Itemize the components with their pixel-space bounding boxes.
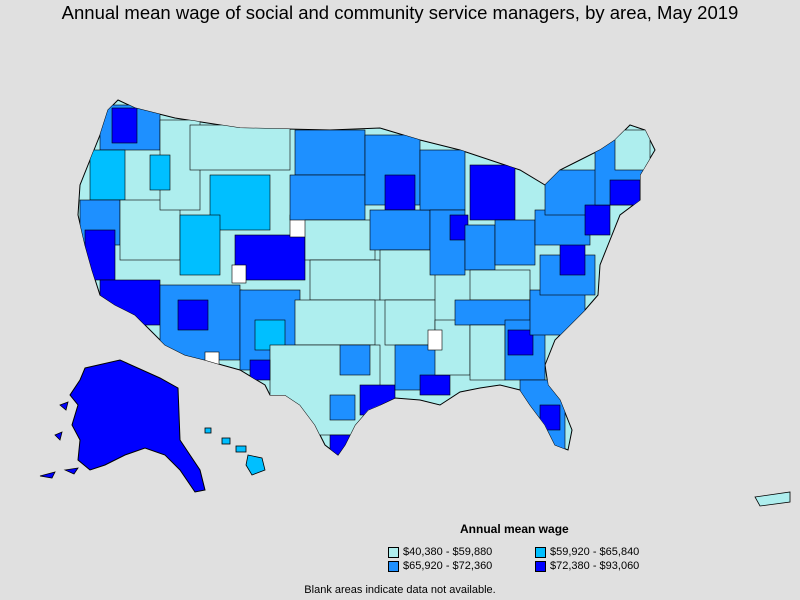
legend-label-4: $72,380 - $93,060 xyxy=(550,560,640,572)
region-michigan xyxy=(469,164,516,221)
legend-label-1: $40,380 - $59,880 xyxy=(403,546,493,558)
region-boston xyxy=(609,179,641,206)
region-new-orleans xyxy=(419,374,451,396)
legend-label-3: $65,920 - $72,360 xyxy=(403,560,493,572)
region-austin xyxy=(329,394,356,421)
region-ms-nodata xyxy=(427,329,443,351)
legend-item-4: $72,380 - $93,060 xyxy=(535,560,639,572)
region-alabama xyxy=(469,324,506,381)
region-carolinas xyxy=(529,289,586,336)
map-title: Annual mean wage of social and community… xyxy=(61,2,739,23)
region-iowa xyxy=(369,209,431,251)
region-orlando xyxy=(539,404,561,431)
legend-label-2: $59,920 - $65,840 xyxy=(550,546,640,558)
region-oklahoma xyxy=(294,299,376,346)
region-wyoming xyxy=(209,174,271,231)
legend-swatch-3 xyxy=(388,560,399,572)
legend-item-3: $65,920 - $72,360 xyxy=(388,560,492,572)
blank-areas-note: Blank areas indicate data not available. xyxy=(304,584,496,596)
region-montana xyxy=(189,124,291,171)
region-southern-california xyxy=(99,279,161,326)
alaska-islands xyxy=(39,401,79,479)
alaska xyxy=(69,359,206,493)
region-bay-area xyxy=(84,229,116,281)
region-houston xyxy=(359,384,396,416)
legend-item-2: $59,920 - $65,840 xyxy=(535,546,639,558)
region-boise xyxy=(149,154,171,191)
legend-item-1: $40,380 - $59,880 xyxy=(388,546,492,558)
region-north-dakota xyxy=(294,129,366,176)
region-colorado-nodata xyxy=(231,264,247,284)
region-el-paso xyxy=(249,359,271,381)
region-colorado xyxy=(234,234,306,281)
region-dallas xyxy=(339,344,371,376)
region-atlanta xyxy=(507,329,534,356)
region-ohio xyxy=(494,219,536,266)
region-oregon xyxy=(89,149,126,201)
region-utah xyxy=(179,214,221,276)
region-indiana xyxy=(464,224,496,271)
region-kentucky xyxy=(469,269,531,301)
region-minneapolis xyxy=(384,174,416,211)
region-arkansas xyxy=(384,299,436,346)
hawaii xyxy=(204,427,266,476)
puerto-rico xyxy=(754,491,791,507)
legend-swatch-4 xyxy=(535,560,546,572)
legend-swatch-2 xyxy=(535,546,546,558)
region-kansas xyxy=(309,259,381,301)
region-south-dakota xyxy=(289,174,366,221)
region-nebraska xyxy=(304,219,376,261)
legend-title: Annual mean wage xyxy=(460,522,569,536)
legend-swatch-1 xyxy=(388,546,399,558)
region-seattle xyxy=(111,107,138,144)
region-missouri xyxy=(379,249,436,301)
region-wisconsin xyxy=(419,149,466,211)
region-phoenix xyxy=(177,299,209,331)
region-nyc xyxy=(584,204,611,236)
region-maine xyxy=(614,129,651,171)
